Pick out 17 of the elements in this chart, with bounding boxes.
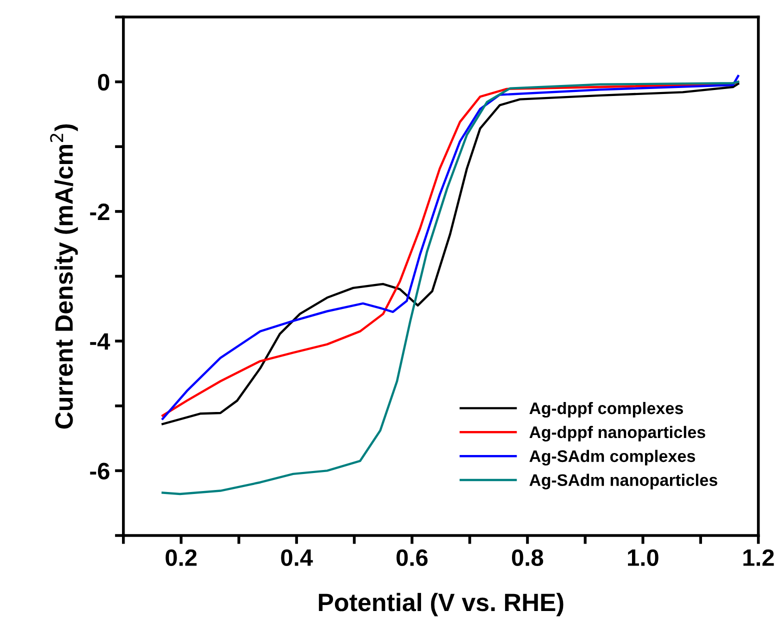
x-axis-title: Potential (V vs. RHE): [318, 592, 564, 616]
legend-label: Ag-SAdm complexes: [529, 450, 696, 466]
x-tick-label: 0.8: [512, 549, 544, 566]
y-tick-label: -6: [90, 462, 110, 480]
line-series: [162, 80, 740, 496]
y-tick-label: -4: [90, 333, 110, 350]
x-tick-label: 0.4: [281, 549, 313, 566]
x-tick-label: 0.2: [166, 549, 197, 566]
legend-label: Ag-dppf complexes: [529, 402, 684, 418]
y-axis-title: Current Density (mA/cm$^{2}$): [50, 124, 78, 429]
x-tick-label: 1.0: [628, 549, 658, 566]
y-tick-label: 0: [98, 74, 110, 91]
legend-label: Ag-SAdm nanoparticles: [529, 474, 718, 490]
y-tick-label: -2: [90, 204, 110, 220]
x-tick-label: 0.6: [396, 549, 428, 566]
legend-label: Ag-dppf nanoparticles: [529, 426, 706, 442]
x-tick-label: 1.2: [743, 549, 774, 566]
